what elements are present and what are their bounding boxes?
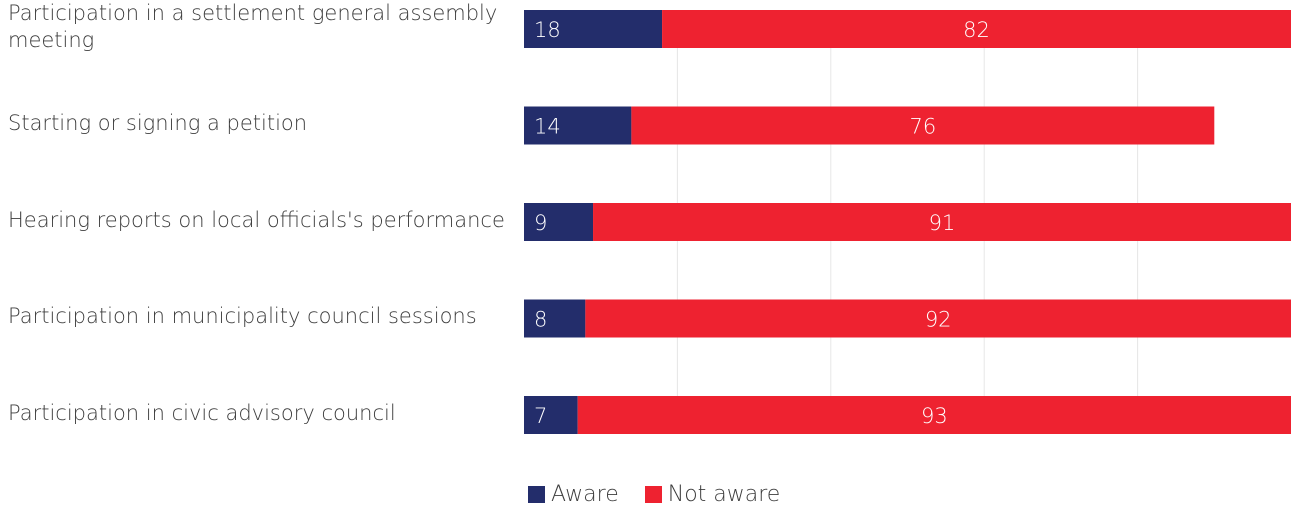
category-label: Participation in civic advisory council — [8, 400, 396, 425]
bar-aware — [524, 203, 594, 241]
legend-item-aware: Aware — [528, 482, 619, 507]
legend-swatch-aware — [528, 486, 545, 503]
bar-not-aware — [662, 10, 1291, 48]
category-label: Hearing reports on local officials's per… — [8, 207, 505, 232]
bar-aware — [524, 106, 632, 145]
data-label: 9 — [534, 211, 547, 235]
bar-not-aware — [577, 396, 1291, 434]
data-label: 7 — [534, 404, 547, 428]
data-label: 91 — [929, 211, 956, 235]
chart-legend: Aware Not aware — [528, 482, 806, 507]
data-label: 14 — [534, 115, 561, 139]
legend-swatch-not-aware — [644, 486, 662, 503]
bar-not-aware — [593, 203, 1291, 241]
category-label: Participation in municipality council se… — [8, 304, 477, 328]
legend-label-not-aware: Not aware — [667, 482, 781, 507]
bar-not-aware — [631, 106, 1215, 145]
data-label: 93 — [921, 404, 948, 428]
data-label: 76 — [909, 115, 936, 139]
data-label: 8 — [534, 308, 547, 332]
category-label: Participation in a settlement general as… — [8, 1, 498, 52]
data-label: 92 — [925, 308, 952, 332]
bar-aware — [524, 396, 578, 434]
bar-aware — [524, 299, 586, 338]
data-label: 18 — [534, 18, 561, 42]
bar-not-aware — [585, 299, 1291, 338]
bar-aware — [524, 10, 663, 48]
legend-label-aware: Aware — [551, 482, 619, 507]
category-label: Starting or signing a petition — [8, 111, 308, 135]
legend-item-not-aware: Not aware — [644, 482, 781, 507]
data-label: 82 — [963, 18, 990, 42]
